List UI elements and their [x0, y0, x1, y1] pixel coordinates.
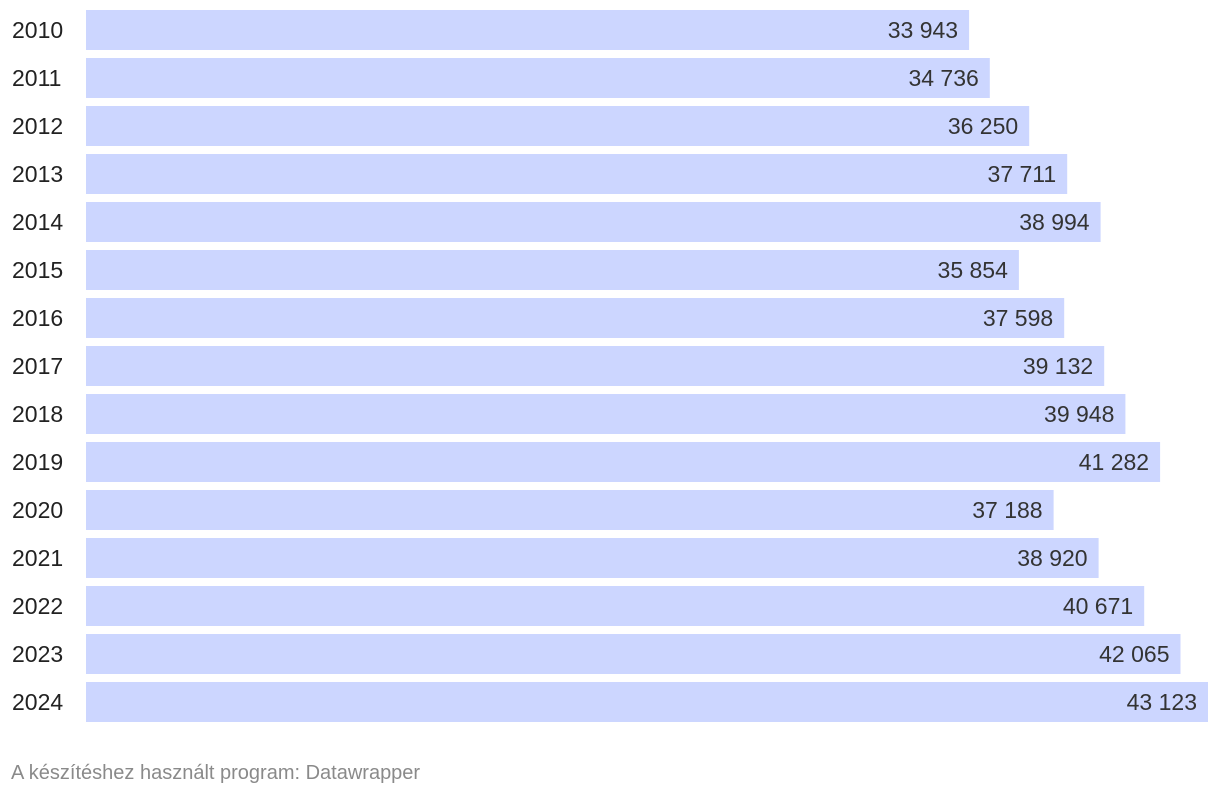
category-label: 2021 — [12, 545, 63, 571]
bar-2023 — [86, 634, 1181, 674]
value-label: 43 123 — [1127, 689, 1197, 715]
bar-2019 — [86, 442, 1161, 482]
bar-2015 — [86, 250, 1019, 290]
category-label: 2012 — [12, 113, 63, 139]
value-label: 42 065 — [1099, 641, 1169, 667]
category-label: 2010 — [12, 17, 63, 43]
category-label: 2022 — [12, 593, 63, 619]
bar-2016 — [86, 298, 1065, 338]
category-label: 2024 — [12, 689, 63, 715]
value-label: 39 948 — [1044, 401, 1114, 427]
bar-2010 — [86, 10, 970, 50]
category-label: 2011 — [12, 65, 61, 91]
category-label: 2020 — [12, 497, 63, 523]
bar-2012 — [86, 106, 1030, 146]
bar-2020 — [86, 490, 1054, 530]
value-label: 36 250 — [948, 113, 1018, 139]
bar-chart: 2010 33 943 2011 34 736 2012 36 250 2013 37 711… — [12, 10, 1208, 722]
bar-2021 — [86, 538, 1099, 578]
value-label: 41 282 — [1079, 449, 1149, 475]
bar-2011 — [86, 58, 990, 98]
category-label: 2023 — [12, 641, 63, 667]
category-label: 2013 — [12, 161, 63, 187]
category-label: 2016 — [12, 305, 63, 331]
bar-2013 — [86, 154, 1068, 194]
value-label: 33 943 — [888, 17, 958, 43]
value-label: 40 671 — [1063, 593, 1133, 619]
category-label: 2015 — [12, 257, 63, 283]
credit-note: A készítéshez használt program: Datawrap… — [11, 762, 421, 784]
value-label: 37 711 — [988, 161, 1057, 187]
category-label: 2017 — [12, 353, 63, 379]
value-label: 39 132 — [1023, 353, 1093, 379]
bar-2014 — [86, 202, 1101, 242]
value-label: 34 736 — [908, 65, 978, 91]
category-label: 2018 — [12, 401, 63, 427]
category-label: 2019 — [12, 449, 63, 475]
value-label: 35 854 — [938, 257, 1009, 283]
bar-2024 — [86, 682, 1208, 722]
bar-2017 — [86, 346, 1105, 386]
value-label: 37 188 — [972, 497, 1042, 523]
bar-2018 — [86, 394, 1126, 434]
bar-2022 — [86, 586, 1145, 626]
category-label: 2014 — [12, 209, 63, 235]
value-label: 38 920 — [1017, 545, 1087, 571]
value-label: 38 994 — [1019, 209, 1090, 235]
value-label: 37 598 — [983, 305, 1053, 331]
